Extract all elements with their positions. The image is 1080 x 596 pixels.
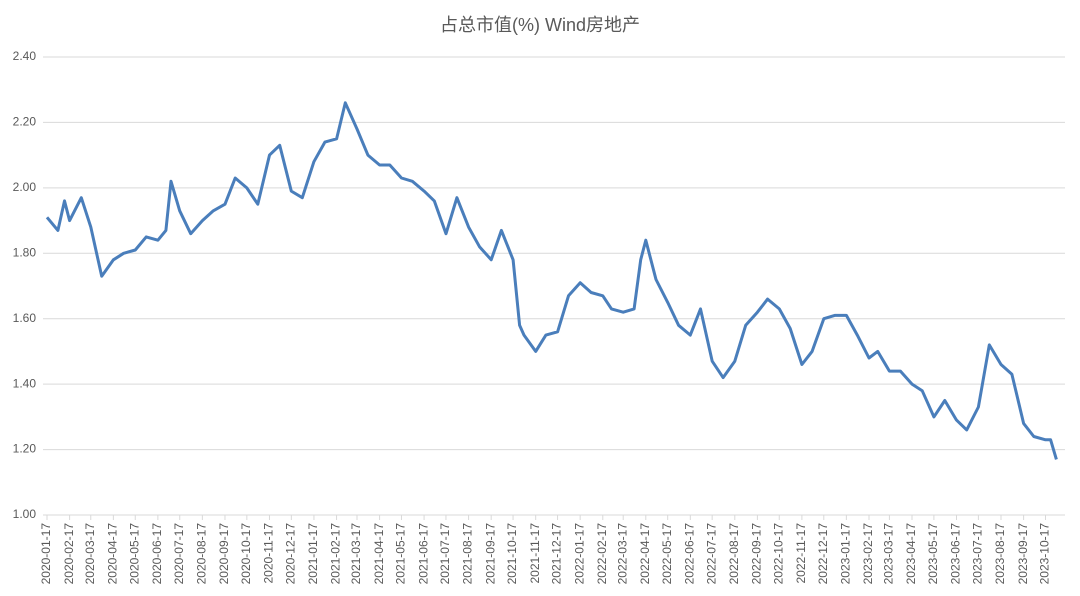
x-tick-label: 2020-04-17: [106, 523, 120, 585]
x-tick-label: 2023-09-17: [1016, 523, 1030, 585]
x-tick-label: 2022-01-17: [572, 523, 586, 585]
x-tick-label: 2022-10-17: [771, 523, 785, 585]
y-tick-label: 2.00: [13, 180, 37, 194]
y-tick-label: 1.60: [13, 311, 37, 325]
x-tick-label: 2022-08-17: [727, 523, 741, 585]
x-tick-label: 2021-10-17: [505, 523, 519, 585]
x-tick-label: 2021-06-17: [416, 523, 430, 585]
y-tick-label: 2.40: [13, 49, 37, 63]
x-tick-label: 2022-07-17: [704, 523, 718, 585]
x-tick-label: 2023-10-17: [1038, 523, 1052, 585]
x-tick-label: 2022-06-17: [682, 523, 696, 585]
data-line: [45, 101, 1058, 460]
x-tick-label: 2023-05-17: [926, 523, 940, 585]
x-tick-label: 2020-10-17: [239, 523, 253, 585]
x-tick-label: 2020-01-17: [39, 523, 53, 585]
x-tick-label: 2020-09-17: [217, 523, 231, 585]
x-tick-label: 2020-06-17: [150, 523, 164, 585]
x-tick-label: 2021-05-17: [394, 523, 408, 585]
x-tick-label: 2020-03-17: [83, 523, 97, 585]
x-tick-label: 2021-11-17: [528, 523, 542, 584]
x-tick-label: 2023-04-17: [904, 523, 918, 585]
x-tick-label: 2020-05-17: [127, 523, 141, 585]
x-tick-label: 2023-06-17: [949, 523, 963, 585]
x-tick-label: 2021-01-17: [306, 523, 320, 585]
x-tick-label: 2022-05-17: [660, 523, 674, 585]
x-tick-label: 2023-03-17: [882, 523, 896, 585]
x-tick-label: 2020-11-17: [262, 523, 276, 584]
x-tick-label: 2020-08-17: [195, 523, 209, 585]
x-tick-label: 2022-02-17: [595, 523, 609, 585]
y-tick-label: 1.40: [13, 376, 37, 390]
x-tick-label: 2021-08-17: [461, 523, 475, 585]
x-tick-label: 2023-01-17: [839, 523, 853, 585]
x-tick-label: 2022-11-17: [794, 523, 808, 584]
x-tick-label: 2022-03-17: [615, 523, 629, 585]
x-tick-label: 2023-08-17: [993, 523, 1007, 585]
x-tick-label: 2022-04-17: [638, 523, 652, 585]
y-tick-label: 1.00: [13, 507, 37, 521]
x-tick-label: 2020-02-17: [62, 523, 76, 585]
x-tick-label: 2023-02-17: [861, 523, 875, 585]
x-tick-label: 2022-09-17: [750, 523, 764, 585]
x-tick-label: 2021-03-17: [349, 523, 363, 585]
y-tick-label: 2.20: [13, 115, 37, 129]
x-tick-label: 2021-02-17: [329, 523, 343, 585]
x-tick-label: 2022-12-17: [816, 523, 830, 585]
x-tick-label: 2021-12-17: [550, 523, 564, 585]
x-tick-label: 2021-07-17: [438, 523, 452, 585]
x-tick-label: 2020-07-17: [172, 523, 186, 585]
chart-title: 占总市值(%) Wind房地产: [440, 15, 640, 35]
x-tick-label: 2021-09-17: [483, 523, 497, 585]
y-tick-label: 1.80: [13, 245, 37, 259]
x-tick-label: 2020-12-17: [284, 523, 298, 585]
x-tick-label: 2023-07-17: [971, 523, 985, 585]
y-tick-label: 1.20: [13, 442, 37, 456]
x-tick-label: 2021-04-17: [372, 523, 386, 585]
